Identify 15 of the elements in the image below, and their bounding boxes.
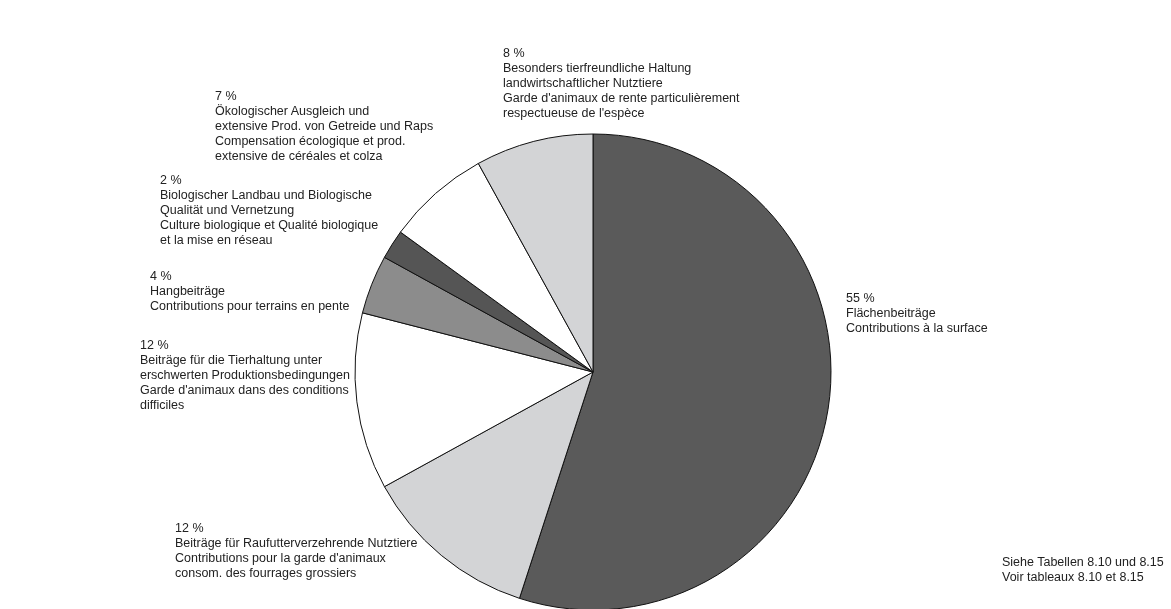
slice-label: Beiträge für Raufutterverzehrende Nutztiere Contributions pour la garde d'animaux consom. des fourrages grossiers: [175, 535, 418, 580]
slice-label: Hangbeiträge Contributions pour terrains en pente: [150, 283, 350, 313]
slice-label: Biologischer Landbau und Biologische Qualität und Vernetzung Culture biologique et Qualité biologique et la mise en réseau: [160, 187, 379, 247]
data-label: 12 %: [175, 520, 204, 535]
data-label: 2 %: [160, 172, 182, 187]
data-label: 7 %: [215, 88, 237, 103]
slice-label: Beiträge für die Tierhaltung unter erschwerten Produktionsbedingungen Garde d'animaux dans des conditions difficiles: [140, 352, 350, 412]
slice-label: Flächenbeiträge Contributions à la surface: [846, 305, 988, 335]
slice-label: Ökologischer Ausgleich und extensive Prod. von Getreide und Raps Compensation écologique et prod. extensive de céréales et colza: [215, 103, 434, 163]
data-label: 12 %: [140, 337, 169, 352]
data-label: 8 %: [503, 45, 525, 60]
data-label: 4 %: [150, 268, 172, 283]
slice-label: Besonders tierfreundliche Haltung landwirtschaftlicher Nutztiere Garde d'animaux de rente particulièrement respectueuse de l'espèce: [503, 60, 741, 120]
data-label: 55 %: [846, 290, 875, 305]
text: Siehe Tabellen 8.10 und 8.15 Voir tableaux 8.10 et 8.15: [1002, 554, 1164, 584]
